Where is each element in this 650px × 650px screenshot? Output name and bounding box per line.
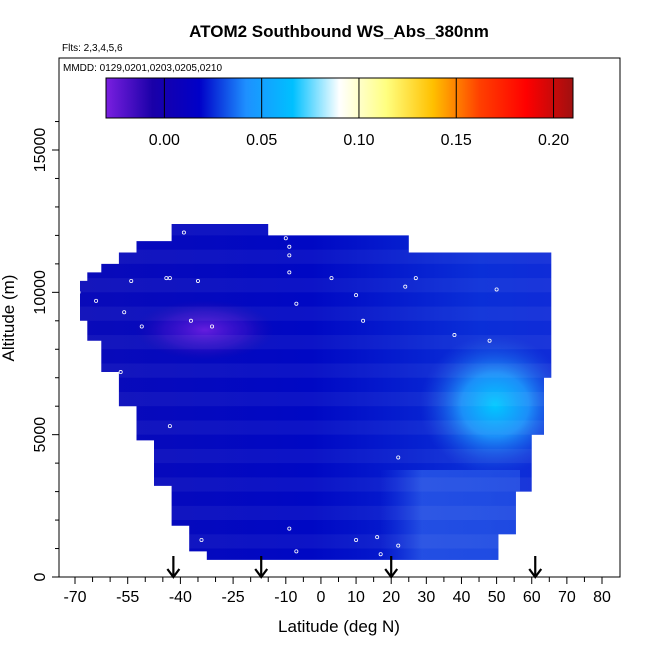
colorbar-tick-label: 0.05 — [246, 132, 277, 149]
sample-point — [188, 318, 193, 323]
sample-point — [354, 537, 359, 542]
colorbar: 0.00 0.05 0.10 0.15 0.20 — [105, 77, 574, 149]
y-tick-label: 5000 — [32, 417, 49, 453]
sample-point — [294, 301, 299, 306]
x-tick-label: -10 — [274, 589, 297, 606]
x-tick-label: 0 — [316, 589, 325, 606]
x-tick-label: 60 — [523, 589, 541, 606]
sample-point — [181, 230, 186, 235]
purple-minimum-region — [135, 300, 275, 360]
sample-point — [294, 549, 299, 554]
x-tick-label: 30 — [417, 589, 435, 606]
lower-enhancement — [380, 470, 520, 560]
colorbar-ramp — [105, 77, 574, 119]
x-tick-label: 50 — [488, 589, 506, 606]
y-tick-label: 0 — [32, 572, 49, 581]
sample-point — [529, 506, 534, 511]
sample-point — [378, 552, 383, 557]
arrow-head — [528, 568, 543, 579]
altitude-band — [80, 420, 552, 435]
sample-point — [80, 321, 85, 326]
arrow-head — [254, 568, 269, 579]
sample-point — [76, 290, 81, 295]
sample-point — [396, 455, 401, 460]
sample-point — [375, 535, 380, 540]
x-tick-label: -40 — [169, 589, 192, 606]
sample-point — [94, 298, 99, 303]
sample-point — [354, 293, 359, 298]
x-tick-label: 40 — [453, 589, 471, 606]
latitude-marker-arrow — [384, 556, 399, 579]
sample-point — [210, 324, 215, 329]
y-axis-label: Altitude (m) — [0, 275, 18, 362]
sample-point — [361, 318, 366, 323]
altitude-band — [80, 534, 552, 549]
sample-point — [396, 543, 401, 548]
x-tick-label: 20 — [382, 589, 400, 606]
sample-point — [283, 236, 288, 241]
x-tick-label: -25 — [222, 589, 245, 606]
x-tick-label: 70 — [558, 589, 576, 606]
sample-point — [167, 424, 172, 429]
sample-point — [122, 310, 127, 315]
sample-point — [554, 256, 559, 261]
colorbar-tick-label: 0.10 — [343, 132, 374, 149]
sample-point — [287, 270, 292, 275]
altitude-band — [80, 249, 552, 264]
sample-point — [118, 370, 123, 375]
x-axis-label: Latitude (deg N) — [278, 617, 400, 636]
x-tick-label: -55 — [116, 589, 139, 606]
latitude-marker-arrow — [166, 556, 181, 579]
arrow-head — [384, 568, 399, 579]
sample-point — [487, 338, 492, 343]
sample-point — [403, 284, 408, 289]
altitude-band — [80, 391, 552, 407]
sample-point — [287, 526, 292, 531]
y-tick-label: 15000 — [32, 128, 49, 173]
plot-frame — [58, 57, 621, 578]
sample-point — [494, 287, 499, 292]
altitude-band — [80, 224, 552, 236]
sample-point — [287, 244, 292, 249]
dates-note: MMDD: 0129,0201,0203,0205,0210 — [63, 63, 222, 74]
altitude-band — [80, 335, 552, 350]
sample-point — [139, 324, 144, 329]
x-tick-label: 10 — [347, 589, 365, 606]
data-field — [80, 224, 552, 560]
sample-point — [452, 333, 457, 338]
colorbar-tick-label: 0.15 — [441, 132, 472, 149]
altitude-band — [80, 363, 552, 378]
x-tick-label: -70 — [63, 589, 86, 606]
flights-note: Flts: 2,3,4,5,6 — [62, 43, 123, 54]
y-tick-label: 10000 — [32, 270, 49, 315]
altitude-band — [80, 306, 552, 321]
colorbar-tick-label: 0.00 — [149, 132, 180, 149]
sample-point — [199, 537, 204, 542]
colorbar-tick-label: 0.20 — [538, 132, 569, 149]
chart-title: ATOM2 Southbound WS_Abs_380nm — [189, 22, 489, 41]
sample-point — [129, 278, 134, 283]
altitude-band — [80, 505, 552, 521]
altitude-band — [80, 448, 552, 464]
latitude-marker-arrow — [254, 556, 269, 579]
sample-point — [413, 276, 418, 281]
latitude-marker-arrow — [528, 556, 543, 579]
sample-point — [287, 253, 292, 258]
altitude-band — [80, 278, 552, 293]
sample-point — [167, 276, 172, 281]
x-tick-label: 80 — [593, 589, 611, 606]
altitude-band — [80, 477, 552, 492]
arrow-head — [166, 568, 181, 579]
sample-point — [329, 276, 334, 281]
sample-point — [195, 278, 200, 283]
